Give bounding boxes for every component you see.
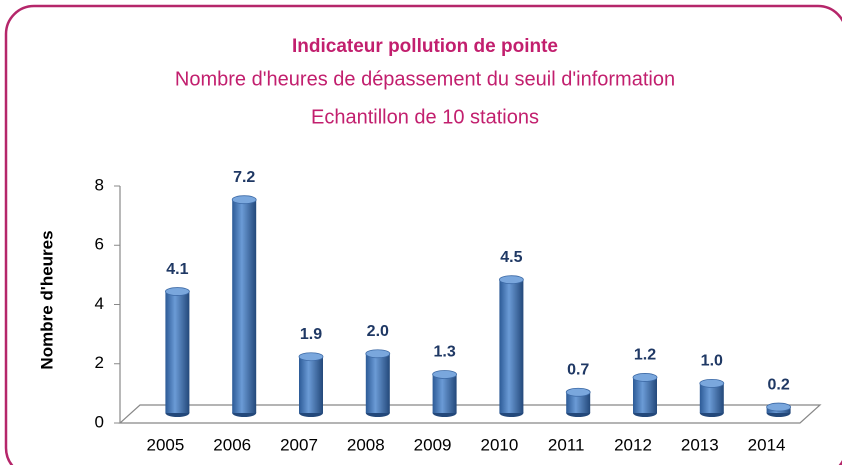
frame <box>4 4 842 465</box>
bar <box>231 195 257 417</box>
x-tick-label: 2007 <box>280 435 318 454</box>
value-label: 1.9 <box>300 326 322 343</box>
value-label: 7.2 <box>233 169 255 186</box>
bar <box>699 378 725 417</box>
bar-part <box>432 374 457 413</box>
x-tick-label: 2009 <box>414 435 452 454</box>
bar-part <box>365 349 391 359</box>
chart-subtitle: Echantillon de 10 stations <box>311 106 539 128</box>
chart-title: Indicateur pollution de pointe <box>292 36 558 57</box>
floor <box>118 404 822 424</box>
value-label: 4.5 <box>500 249 522 266</box>
x-tick-label: 2014 <box>748 435 786 454</box>
bar-part <box>298 352 324 362</box>
x-tick-label: 2005 <box>146 435 184 454</box>
bar <box>766 402 791 417</box>
value-label: 1.3 <box>433 344 455 361</box>
x-tick-label: 2011 <box>548 435 585 454</box>
bar-part <box>633 377 657 413</box>
bar-part <box>232 199 257 413</box>
y-tick-label: 4 <box>95 294 104 313</box>
y-axis-label: Nombre d'heures <box>37 230 56 369</box>
x-tick-label: 2008 <box>347 435 385 454</box>
value-label: 4.1 <box>166 261 188 278</box>
bar-part <box>498 275 524 285</box>
bar <box>164 287 190 417</box>
y-tick-label: 0 <box>95 412 104 431</box>
bar <box>432 370 458 417</box>
bar <box>498 275 524 417</box>
x-tick-label: 2006 <box>213 435 251 454</box>
y-tick-label: 2 <box>95 353 104 372</box>
bar-part <box>499 279 524 413</box>
bar <box>565 387 591 417</box>
chart-subtitle: Nombre d'heures de dépassement du seuil … <box>175 68 675 90</box>
x-tick-label: 2010 <box>480 435 518 454</box>
bar-part <box>565 387 591 397</box>
bar-part <box>566 392 591 413</box>
bar-part <box>699 383 724 413</box>
bar-part <box>632 373 658 382</box>
bar <box>365 349 391 417</box>
bar-part <box>164 287 190 296</box>
bar-part <box>299 356 323 413</box>
value-label: 1.0 <box>701 353 723 370</box>
bar-part <box>432 370 458 379</box>
x-tick-label: 2012 <box>614 435 652 454</box>
bar-part <box>365 353 390 413</box>
bar-part <box>699 378 725 388</box>
value-label: 0.2 <box>767 376 789 393</box>
value-label: 2.0 <box>367 323 389 340</box>
y-tick-label: 6 <box>95 235 104 254</box>
bar <box>632 373 658 417</box>
bar <box>298 352 324 417</box>
value-label: 0.7 <box>567 361 589 378</box>
bar-part <box>766 402 791 412</box>
bar-part <box>165 291 190 413</box>
x-tick-label: 2013 <box>681 435 719 454</box>
y-tick-label: 8 <box>95 175 104 194</box>
value-label: 1.2 <box>634 347 656 364</box>
bar-part <box>231 195 257 205</box>
